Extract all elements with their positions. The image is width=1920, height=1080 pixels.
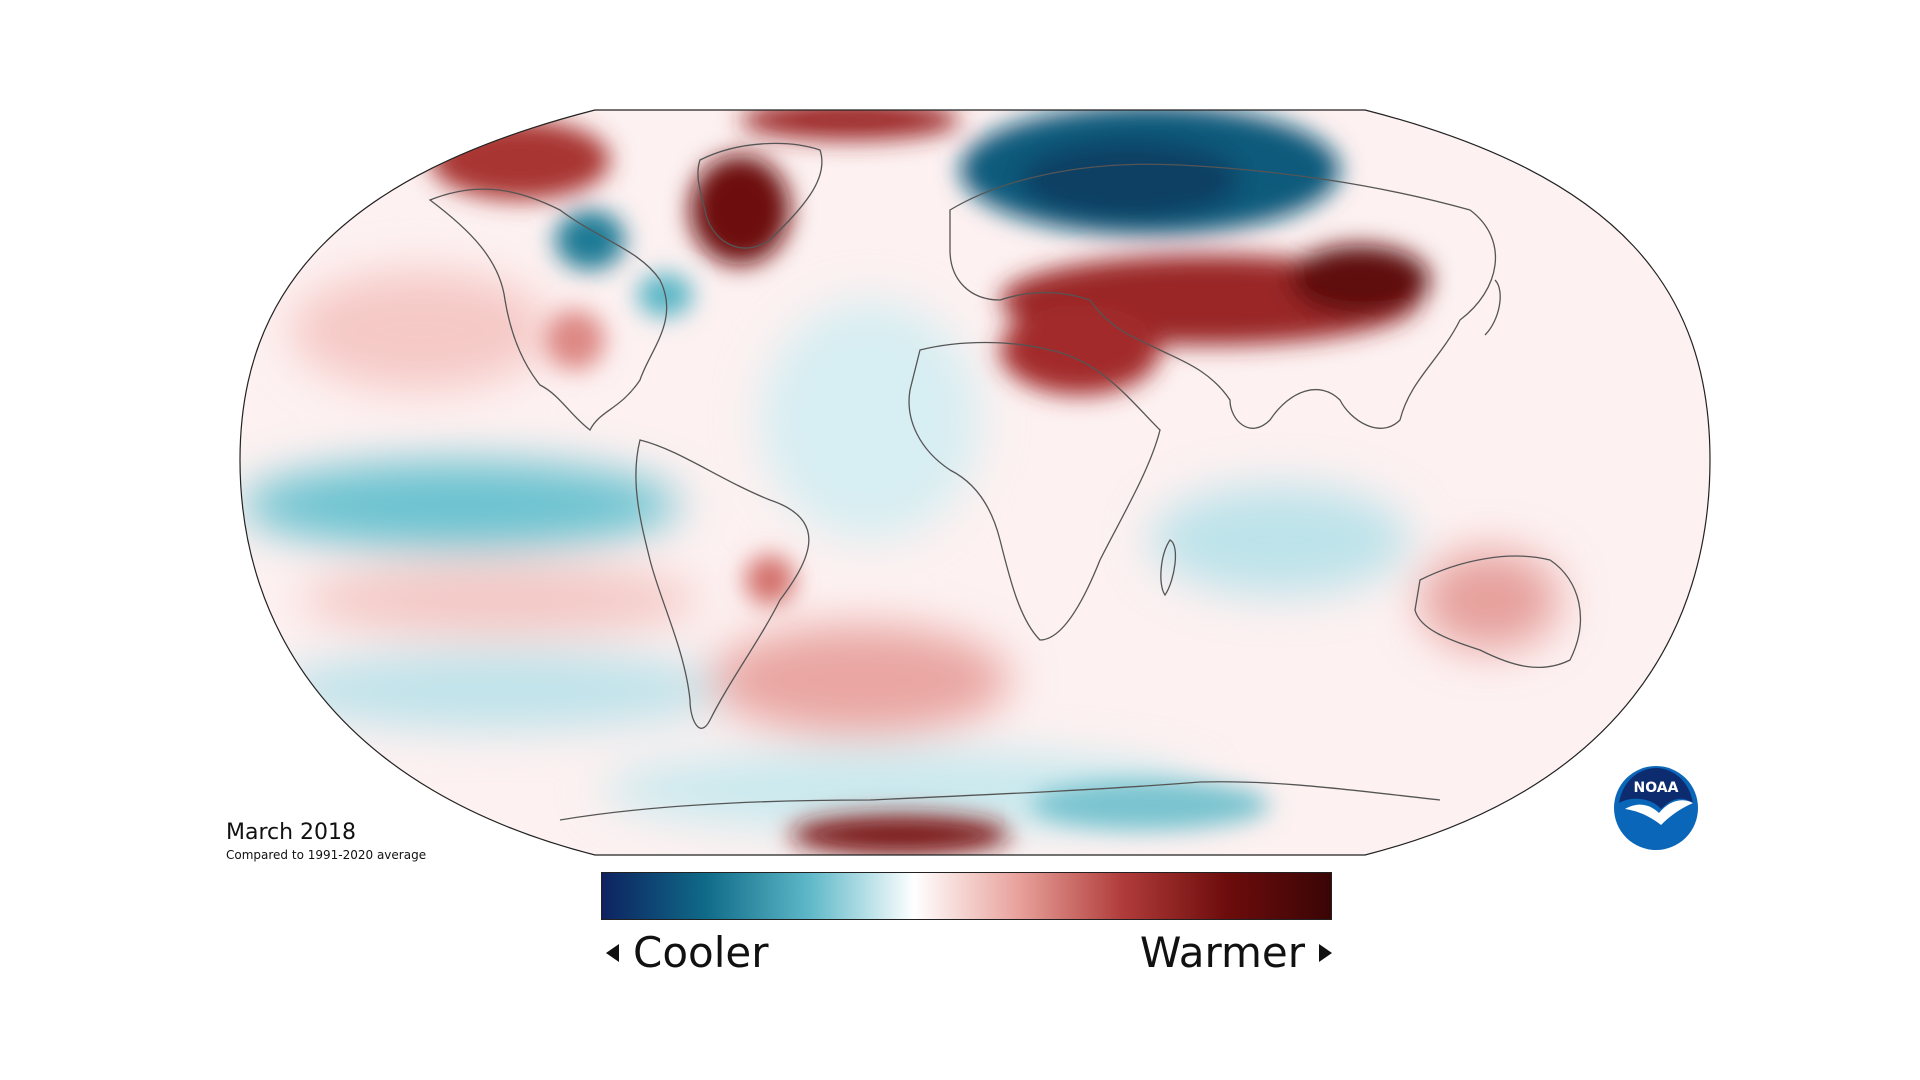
arctic-warm-strip (740, 110, 960, 140)
cooler-legend-label: Cooler (606, 928, 769, 977)
globe-anomaly-field (240, 110, 1710, 855)
map-date-caption: March 2018 (226, 820, 357, 845)
north-pacific-warm (290, 270, 550, 390)
warmer-legend-label: Warmer (1140, 928, 1332, 977)
coast-africa (908, 341, 1161, 641)
coastlines (428, 142, 1582, 821)
anomaly-blobs-broad (240, 270, 1560, 830)
noaa-logo: NOAA (1614, 766, 1698, 850)
sahara-warm (1000, 305, 1160, 395)
south-atlantic-warm (710, 625, 1010, 735)
pacific-cool-band (240, 460, 680, 550)
siberia-cold-core (1020, 140, 1240, 220)
noaa-logo-bird (1625, 800, 1693, 825)
noaa-logo-top-dome (1619, 768, 1693, 809)
usa-warm (545, 310, 605, 370)
coast-madagascar (1160, 539, 1177, 597)
antarctic-warm (790, 815, 1010, 855)
globe-outline (239, 109, 1711, 856)
atlantic-cool (760, 300, 980, 540)
cooler-text: Cooler (633, 928, 769, 977)
noaa-logo-text: NOAA (1634, 780, 1679, 796)
coast-south-america (635, 439, 810, 729)
baseline-caption: Compared to 1991-2020 average (226, 848, 427, 862)
coast-australia (1414, 555, 1582, 668)
indian-ocean-cool (1150, 485, 1410, 595)
brazil-warm (745, 555, 795, 605)
coast-antarctica (559, 781, 1441, 821)
greenland-warm (690, 155, 790, 265)
coast-north-america (428, 188, 668, 431)
left-arrow-icon (606, 943, 619, 962)
right-arrow-icon (1319, 943, 1332, 962)
anomaly-colorbar (601, 872, 1332, 920)
coast-eurasia (949, 163, 1497, 429)
asia-warm-core (1290, 245, 1430, 315)
antarctic-cool (1030, 780, 1270, 830)
pacific-cool-band-2 (270, 650, 730, 730)
anomaly-blobs-sharp (430, 110, 1430, 855)
coast-greenland (697, 142, 823, 249)
canada-cool (555, 210, 625, 270)
warmer-text: Warmer (1139, 928, 1305, 977)
australia-warm (1420, 550, 1560, 650)
south-pacific-warm (300, 565, 700, 635)
coast-japan (1484, 279, 1501, 336)
